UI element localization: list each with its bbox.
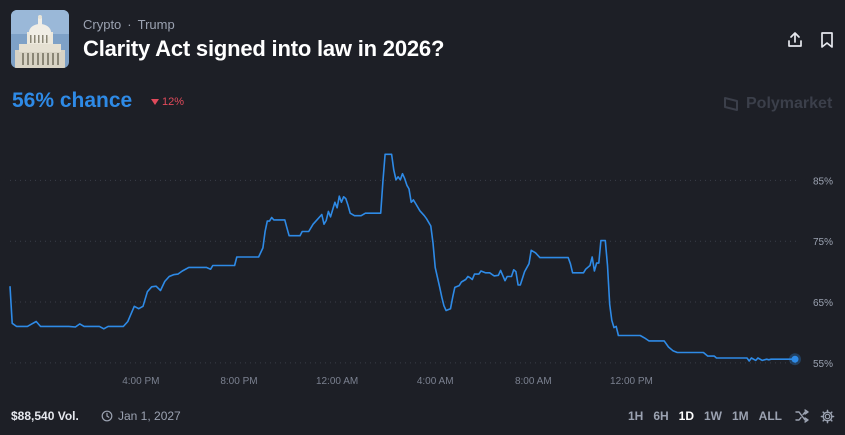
- polymarket-logo-icon: [724, 97, 738, 111]
- chance-value: 56% chance: [12, 89, 133, 112]
- category-link[interactable]: Crypto: [83, 17, 122, 32]
- y-tick-label: 75%: [813, 237, 833, 248]
- range-1m[interactable]: 1M: [732, 409, 749, 423]
- time-range-selector: 1H 6H 1D 1W 1M ALL: [628, 408, 835, 424]
- brand-name: Polymarket: [746, 95, 833, 112]
- x-tick-label: 12:00 AM: [316, 376, 358, 387]
- share-button[interactable]: [785, 30, 805, 50]
- x-tick-label: 8:00 AM: [515, 376, 552, 387]
- y-tick-label: 55%: [813, 359, 833, 370]
- range-1w[interactable]: 1W: [704, 409, 722, 423]
- price-chart[interactable]: 85% 75% 65% 55% 4:00 PM 8:00 PM 12:00 AM 4:00 A…: [0, 130, 845, 392]
- subcategory-link[interactable]: Trump: [137, 17, 175, 32]
- y-tick-label: 85%: [813, 176, 833, 187]
- range-1h[interactable]: 1H: [627, 409, 644, 423]
- breadcrumb: Crypto · Trump: [83, 17, 175, 32]
- shuffle-icon[interactable]: [794, 408, 810, 424]
- bookmark-icon: [821, 32, 833, 48]
- x-tick-label: 4:00 AM: [417, 376, 454, 387]
- end-date-text: Jan 1, 2027: [118, 409, 181, 423]
- range-all[interactable]: ALL: [758, 409, 782, 423]
- capitol-image: [11, 10, 69, 68]
- x-tick-label: 8:00 PM: [220, 376, 257, 387]
- polymarket-watermark: Polymarket: [722, 95, 832, 113]
- down-triangle-icon: [151, 99, 159, 105]
- y-tick-label: 65%: [813, 298, 833, 309]
- clock-icon: [101, 410, 113, 422]
- breadcrumb-separator: ·: [127, 17, 132, 32]
- bookmark-button[interactable]: [817, 30, 837, 50]
- range-1d[interactable]: 1D: [678, 409, 694, 423]
- change-value: 12%: [162, 96, 185, 108]
- end-date: Jan 1, 2027: [101, 409, 181, 423]
- market-thumbnail: [11, 10, 69, 68]
- price-line: [9, 153, 795, 362]
- change-badge: 12%: [151, 96, 184, 108]
- x-tick-label: 4:00 PM: [122, 376, 159, 387]
- settings-gear-icon[interactable]: [820, 409, 835, 424]
- volume: $88,540 Vol.: [11, 409, 79, 423]
- market-title: Clarity Act signed into law in 2026?: [83, 36, 445, 61]
- range-6h[interactable]: 6H: [653, 409, 669, 423]
- share-icon: [788, 32, 802, 47]
- x-tick-label: 12:00 PM: [610, 376, 653, 387]
- current-point: [791, 355, 799, 363]
